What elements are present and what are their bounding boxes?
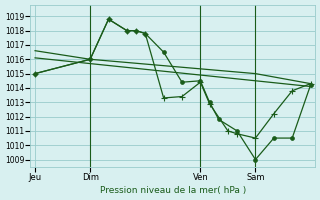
X-axis label: Pression niveau de la mer( hPa ): Pression niveau de la mer( hPa ): [100, 186, 246, 195]
